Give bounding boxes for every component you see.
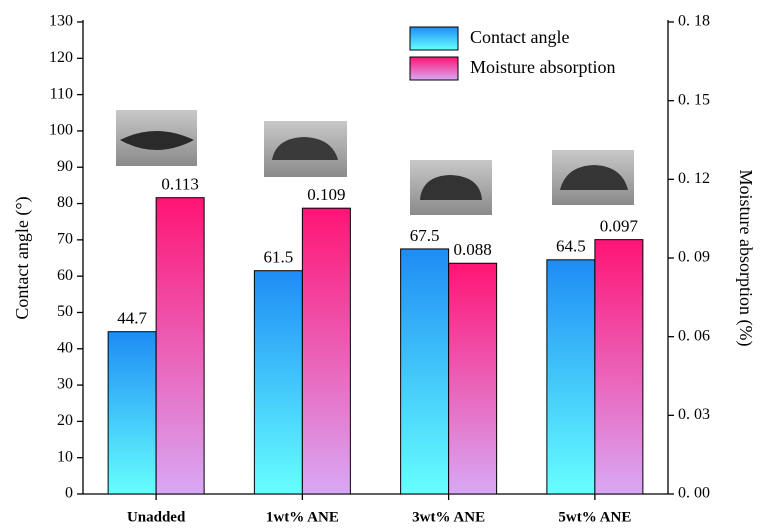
y-tick-label: 0 — [65, 485, 73, 502]
value-label: 0.088 — [454, 240, 492, 259]
value-label: 0.097 — [600, 217, 639, 236]
legend-label: Contact angle — [470, 27, 569, 47]
y2-tick-label: 0. 15 — [678, 91, 710, 108]
y-tick-label: 20 — [57, 412, 73, 429]
x-tick-label: Unadded — [127, 509, 186, 525]
bar — [401, 249, 449, 494]
y-tick-label: 40 — [57, 339, 73, 356]
y-tick-label: 80 — [57, 194, 73, 211]
bar — [547, 260, 595, 494]
y-tick-label: 130 — [49, 13, 73, 30]
bar — [108, 332, 156, 494]
y2-axis-label: Moisture absorption (%) — [735, 170, 756, 347]
legend-label: Moisture absorption — [470, 57, 616, 77]
y2-tick-label: 0. 00 — [678, 485, 710, 502]
y-tick-label: 60 — [57, 267, 73, 284]
y-tick-label: 90 — [57, 158, 73, 175]
x-tick-label: 3wt% ANE — [412, 509, 485, 525]
bar — [254, 271, 302, 494]
bar — [156, 198, 204, 494]
y-axis-label: Contact angle (°) — [12, 196, 33, 319]
value-label: 44.7 — [117, 309, 147, 328]
value-label: 64.5 — [556, 237, 586, 256]
bar — [449, 263, 497, 494]
value-label: 0.113 — [161, 175, 199, 194]
y-tick-label: 30 — [57, 376, 73, 393]
chart: 0 10 20 30 40 50 60 70 80 90 100 110 120 130 0. 00 0. 0… — [0, 0, 761, 529]
y2-tick-label: 0. 12 — [678, 170, 710, 187]
y-tick-label: 70 — [57, 231, 73, 248]
value-label: 67.5 — [410, 226, 440, 245]
x-tick-label: 1wt% ANE — [266, 509, 339, 525]
y2-tick-label: 0. 03 — [678, 406, 710, 423]
bar — [595, 240, 643, 494]
x-tick-label: 5wt% ANE — [558, 509, 631, 525]
y2-tick-label: 0. 06 — [678, 327, 710, 344]
y2-tick-label: 0. 09 — [678, 249, 710, 266]
y-tick-label: 120 — [49, 49, 73, 66]
y-tick-label: 50 — [57, 303, 73, 320]
bar — [302, 208, 350, 494]
value-label: 0.109 — [307, 185, 345, 204]
y-tick-label: 100 — [49, 122, 73, 139]
value-label: 61.5 — [264, 248, 294, 267]
y-tick-label: 10 — [57, 448, 73, 465]
y-tick-label: 110 — [50, 85, 73, 102]
y2-tick-label: 0. 18 — [678, 13, 710, 30]
legend-swatch — [410, 57, 458, 80]
legend-swatch — [410, 27, 458, 50]
